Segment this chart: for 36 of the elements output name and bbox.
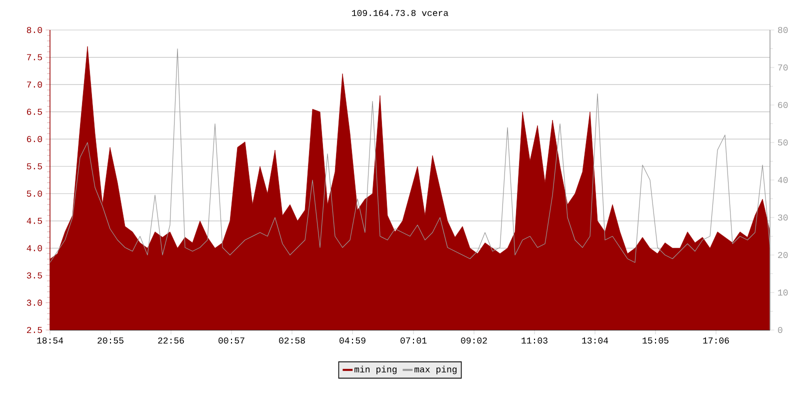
y2-tick-label: 10 <box>778 289 788 296</box>
y-tick-label: 8.0 <box>26 26 42 34</box>
x-tick-label: 07:01 <box>400 337 427 344</box>
x-tick-label: 17:06 <box>703 337 729 344</box>
y-tick-label: 3.0 <box>26 300 42 306</box>
x-tick-label: 15:05 <box>642 337 668 344</box>
y-tick-label: 4.5 <box>26 218 42 224</box>
y2-tick-label: 70 <box>778 64 788 71</box>
y-tick-label: 5.0 <box>26 190 42 197</box>
chart-title: 109.164.73.8 vcera <box>352 10 448 16</box>
y-tick-label: 5.5 <box>26 163 42 170</box>
y2-tick-label: 0 <box>778 326 782 334</box>
y-tick-label: 6.5 <box>27 108 42 115</box>
y2-tick-label: 20 <box>778 252 788 258</box>
x-tick-label: 11:03 <box>522 337 548 344</box>
y-tick-label: 3.5 <box>26 272 42 279</box>
x-tick-label: 22:56 <box>158 337 184 344</box>
x-tick-label: 02:58 <box>279 337 305 344</box>
y2-tick-label: 40 <box>778 176 788 184</box>
y2-tick-label: 50 <box>778 139 788 146</box>
y-tick-label: 2.5 <box>26 326 42 334</box>
x-tick-label: 09:02 <box>461 337 487 344</box>
y-tick-label: 7.0 <box>27 82 42 88</box>
y2-tick-label: 60 <box>778 102 788 108</box>
y2-tick-label: 30 <box>778 214 788 221</box>
x-tick-label: 13:04 <box>582 337 608 344</box>
legend-label: min ping <box>354 366 397 374</box>
y-tick-label: 6.0 <box>27 136 42 142</box>
y2-tick-label: 80 <box>778 26 788 34</box>
x-tick-label: 00:57 <box>218 337 244 344</box>
y-tick-label: 4.0 <box>26 245 42 252</box>
x-tick-label: 20:55 <box>98 337 124 344</box>
x-tick-label: 04:59 <box>340 337 366 344</box>
y-tick-label: 7.5 <box>27 54 42 60</box>
legend-label: max ping <box>414 366 457 374</box>
x-tick-label: 18:54 <box>37 337 64 344</box>
